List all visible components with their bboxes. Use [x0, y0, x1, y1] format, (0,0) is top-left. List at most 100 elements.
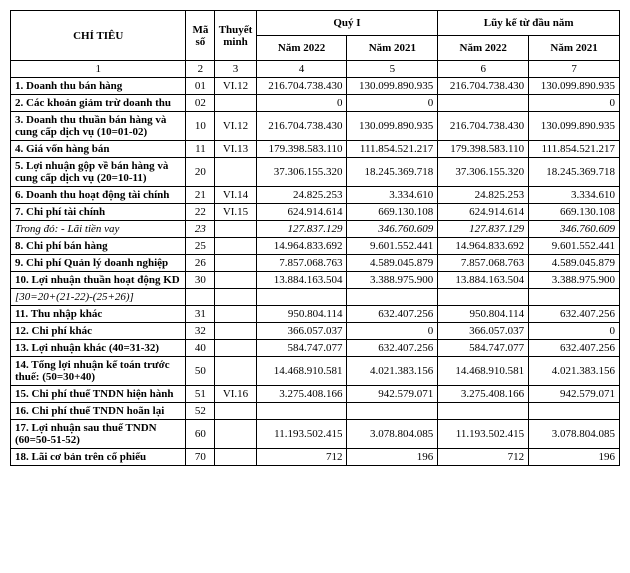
- row-value: 7.857.068.763: [256, 255, 347, 272]
- row-value: 37.306.155.320: [256, 158, 347, 187]
- row-maso: 26: [186, 255, 215, 272]
- row-maso: [186, 289, 215, 306]
- row-value: 669.130.108: [529, 204, 620, 221]
- row-value: 216.704.738.430: [438, 78, 529, 95]
- row-value: 111.854.521.217: [347, 141, 438, 158]
- row-value: [347, 289, 438, 306]
- row-title: 18. Lãi cơ bản trên cổ phiếu: [11, 449, 186, 466]
- table-row: 2. Các khoản giảm trừ doanh thu02000: [11, 95, 620, 112]
- row-value: 24.825.253: [256, 187, 347, 204]
- row-thuyetminh: [215, 255, 256, 272]
- row-thuyetminh: VI.16: [215, 386, 256, 403]
- row-value: 3.388.975.900: [529, 272, 620, 289]
- table-row: 9. Chi phí Quản lý doanh nghiệp26 7.857.0…: [11, 255, 620, 272]
- row-value: 0: [347, 95, 438, 112]
- row-value: 366.057.037: [438, 323, 529, 340]
- hdr-maso: Mã số: [186, 11, 215, 61]
- row-value: 0: [347, 323, 438, 340]
- row-value: 13.884.163.504: [438, 272, 529, 289]
- row-value: [347, 403, 438, 420]
- row-value: 130.099.890.935: [529, 112, 620, 141]
- row-value: 37.306.155.320: [438, 158, 529, 187]
- row-maso: 70: [186, 449, 215, 466]
- row-value: 196: [529, 449, 620, 466]
- row-value: 18.245.369.718: [347, 158, 438, 187]
- hdr-q1-2022: Năm 2022: [256, 36, 347, 61]
- table-row: 3. Doanh thu thuần bán hàng và cung cấp …: [11, 112, 620, 141]
- row-value: 3.078.804.085: [347, 420, 438, 449]
- row-value: 216.704.738.430: [256, 78, 347, 95]
- row-value: 9.601.552.441: [529, 238, 620, 255]
- row-value: 130.099.890.935: [347, 112, 438, 141]
- row-title: 3. Doanh thu thuần bán hàng và cung cấp …: [11, 112, 186, 141]
- row-value: 584.747.077: [256, 340, 347, 357]
- row-value: 216.704.738.430: [438, 112, 529, 141]
- row-value: 14.468.910.581: [256, 357, 347, 386]
- row-thuyetminh: [215, 158, 256, 187]
- row-thuyetminh: [215, 221, 256, 238]
- row-title: 4. Giá vốn hàng bán: [11, 141, 186, 158]
- row-maso: 31: [186, 306, 215, 323]
- row-value: 216.704.738.430: [256, 112, 347, 141]
- row-value: 366.057.037: [256, 323, 347, 340]
- row-value: 14.964.833.692: [256, 238, 347, 255]
- hdr-quy1: Quý I: [256, 11, 438, 36]
- colnum-1: 1: [11, 61, 186, 78]
- row-value: [256, 289, 347, 306]
- row-value: [529, 289, 620, 306]
- row-title: 8. Chi phí bán hàng: [11, 238, 186, 255]
- row-thuyetminh: [215, 238, 256, 255]
- row-value: [256, 403, 347, 420]
- row-thuyetminh: [215, 420, 256, 449]
- row-value: 127.837.129: [256, 221, 347, 238]
- row-thuyetminh: VI.13: [215, 141, 256, 158]
- row-thuyetminh: [215, 272, 256, 289]
- table-row: 5. Lợi nhuận gộp về bán hàng và cung cấp…: [11, 158, 620, 187]
- row-title: Trong đó: - Lãi tiền vay: [11, 221, 186, 238]
- table-row: 13. Lợi nhuận khác (40=31-32)40584.747.0…: [11, 340, 620, 357]
- row-value: 3.078.804.085: [529, 420, 620, 449]
- row-maso: 32: [186, 323, 215, 340]
- colnum-6: 6: [438, 61, 529, 78]
- row-value: [438, 95, 529, 112]
- row-value: 346.760.609: [529, 221, 620, 238]
- table-row: 7. Chi phí tài chính22VI.15624.914.61466…: [11, 204, 620, 221]
- row-thuyetminh: [215, 449, 256, 466]
- row-value: 24.825.253: [438, 187, 529, 204]
- table-row: 8. Chi phí bán hàng2514.964.833.6929.601…: [11, 238, 620, 255]
- table-row: 16. Chi phí thuế TNDN hoãn lại52: [11, 403, 620, 420]
- row-value: 632.407.256: [347, 306, 438, 323]
- row-maso: 11: [186, 141, 215, 158]
- row-title: 9. Chi phí Quản lý doanh nghiệp: [11, 255, 186, 272]
- row-value: 3.275.408.166: [256, 386, 347, 403]
- row-title: 5. Lợi nhuận gộp về bán hàng và cung cấp…: [11, 158, 186, 187]
- table-body: 1. Doanh thu bán hàng01VI.12216.704.738.…: [11, 78, 620, 466]
- colnum-5: 5: [347, 61, 438, 78]
- row-title: 7. Chi phí tài chính: [11, 204, 186, 221]
- row-title: 2. Các khoản giảm trừ doanh thu: [11, 95, 186, 112]
- row-title: 10. Lợi nhuận thuần hoạt động KD: [11, 272, 186, 289]
- row-title: 12. Chi phí khác: [11, 323, 186, 340]
- row-thuyetminh: [215, 95, 256, 112]
- row-value: 942.579.071: [529, 386, 620, 403]
- row-value: 18.245.369.718: [529, 158, 620, 187]
- colnum-2: 2: [186, 61, 215, 78]
- table-row: 1. Doanh thu bán hàng01VI.12216.704.738.…: [11, 78, 620, 95]
- table-row: Trong đó: - Lãi tiền vay23127.837.129346…: [11, 221, 620, 238]
- hdr-lk-2022: Năm 2022: [438, 36, 529, 61]
- row-thuyetminh: [215, 357, 256, 386]
- row-thuyetminh: VI.12: [215, 112, 256, 141]
- row-thuyetminh: [215, 340, 256, 357]
- row-thuyetminh: [215, 306, 256, 323]
- row-title: 14. Tổng lợi nhuận kế toán trước thuế: (…: [11, 357, 186, 386]
- row-value: 0: [529, 323, 620, 340]
- row-value: 4.589.045.879: [529, 255, 620, 272]
- row-value: 632.407.256: [529, 306, 620, 323]
- row-value: [529, 403, 620, 420]
- row-value: 179.398.583.110: [438, 141, 529, 158]
- row-value: 0: [529, 95, 620, 112]
- row-value: 13.884.163.504: [256, 272, 347, 289]
- row-value: 942.579.071: [347, 386, 438, 403]
- row-maso: 22: [186, 204, 215, 221]
- row-title: 16. Chi phí thuế TNDN hoãn lại: [11, 403, 186, 420]
